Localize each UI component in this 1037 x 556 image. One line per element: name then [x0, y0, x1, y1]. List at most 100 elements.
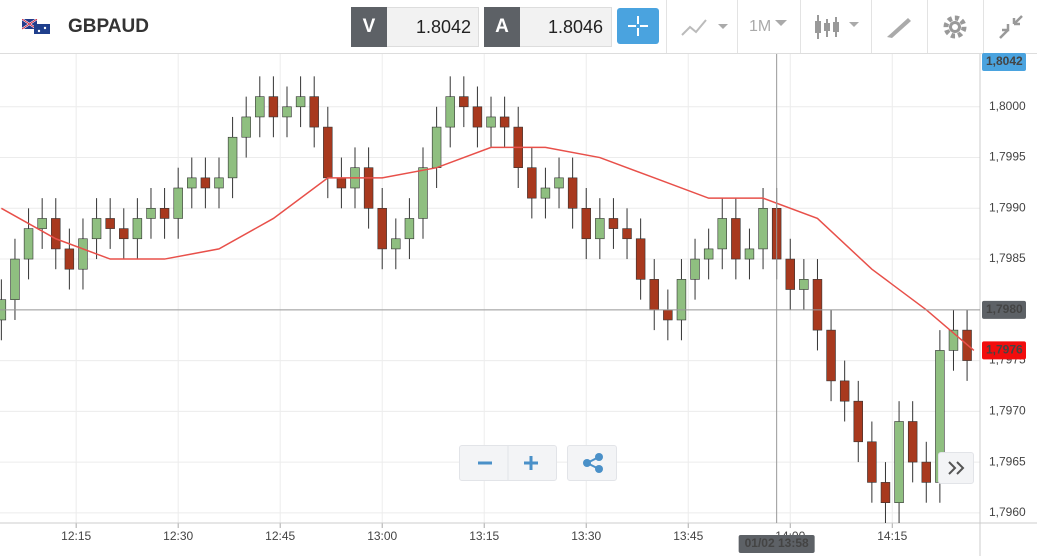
separator: [666, 0, 667, 53]
candle-body: [377, 208, 387, 250]
candle-body: [921, 461, 931, 483]
candle-body: [241, 116, 251, 138]
candle-body: [894, 421, 904, 503]
candle-body: [51, 218, 61, 250]
x-tick-label: 14:15: [877, 529, 907, 543]
candle-body: [146, 208, 156, 219]
separator: [800, 0, 801, 53]
y-tick-label: 1,7990: [989, 200, 1026, 214]
candle-body: [391, 238, 401, 250]
candle-body: [622, 228, 632, 240]
separator: [737, 0, 738, 53]
candle-body: [282, 106, 292, 118]
candle-body: [731, 218, 741, 260]
candle-body: [431, 126, 442, 168]
scroll-right-button[interactable]: [938, 452, 974, 484]
candle-body: [676, 279, 687, 321]
x-tick-label: 13:45: [673, 529, 703, 543]
candle-body: [295, 96, 306, 108]
candle-body: [187, 177, 197, 189]
candle-body: [703, 248, 714, 260]
candle-body: [159, 208, 170, 219]
bid-tag: [982, 53, 1026, 71]
candle-body: [649, 279, 659, 311]
candle-body: [812, 279, 823, 331]
candle-body: [499, 116, 510, 128]
candle-body: [799, 279, 809, 290]
candle-body: [608, 218, 619, 229]
candle-type-button[interactable]: [813, 13, 863, 41]
candle-body: [486, 116, 496, 128]
chart-type-button[interactable]: [680, 15, 730, 39]
y-tick-label: 1,7965: [989, 454, 1026, 468]
last-price-tag: [982, 341, 1026, 360]
candle-body: [867, 441, 877, 483]
dropdown-icon: [775, 20, 787, 26]
separator: [983, 0, 984, 53]
candle-body: [64, 248, 75, 270]
candle-body: [595, 218, 605, 240]
candle-body: [459, 96, 469, 108]
share-icon: [583, 453, 603, 473]
candle-body: [255, 96, 265, 118]
candle-body: [363, 167, 374, 209]
crosshair-x-tag: [738, 535, 815, 553]
candle-body: [214, 177, 224, 189]
bid-price: 1.8042: [416, 17, 472, 37]
candle-body: [948, 329, 959, 351]
collapse-button[interactable]: [998, 14, 1024, 40]
y-tick-label: 1,7970: [989, 404, 1026, 418]
candle-body: [758, 208, 768, 250]
flag-icon: [22, 19, 50, 34]
y-tick-label: 1,7985: [989, 251, 1026, 265]
candle-body: [10, 258, 20, 300]
toolbar: GBPAUD V 1.8042 A 1.8046 1M: [0, 0, 1037, 54]
zoom-icons: [478, 446, 538, 480]
x-tick-label: 13:00: [367, 529, 397, 543]
candle-body: [554, 177, 564, 189]
crosshair-button[interactable]: [617, 8, 659, 44]
separator: [871, 0, 872, 53]
candle-body: [785, 258, 795, 290]
candle-body: [132, 218, 143, 240]
share-button[interactable]: [567, 445, 617, 481]
candle-body: [663, 309, 673, 321]
bid-label: V: [351, 7, 387, 47]
candle-body: [690, 258, 700, 280]
candle-body: [567, 177, 578, 209]
candle-body: [336, 177, 347, 189]
candle-body: [119, 228, 129, 240]
last-price-label: 1,7976: [986, 343, 1023, 357]
candle-body: [635, 238, 646, 280]
candle-body: [853, 400, 863, 443]
symbol: GBPAUD: [68, 16, 149, 37]
separator: [927, 0, 928, 53]
candle-body: [880, 482, 891, 503]
candle-body: [105, 218, 115, 229]
crosshair-icon: [628, 16, 648, 36]
x-tick-label: 13:30: [571, 529, 601, 543]
candle-body: [826, 329, 836, 382]
candle-body: [91, 218, 102, 240]
draw-button[interactable]: [884, 14, 914, 40]
ask-label: A: [484, 7, 520, 47]
candle-body: [404, 218, 415, 240]
x-tick-label: 12:45: [265, 529, 295, 543]
candle-body: [309, 96, 319, 128]
ask-price: 1.8046: [548, 17, 604, 37]
candle-body: [23, 228, 34, 260]
crosshair-x-label: 01/02 13:58: [745, 536, 809, 550]
x-tick-label: 13:15: [469, 529, 499, 543]
candle-body: [78, 238, 88, 270]
candle-body: [744, 248, 755, 260]
candle-body: [37, 218, 47, 229]
timeframe[interactable]: 1M: [749, 18, 772, 35]
candle-body: [268, 96, 279, 118]
crosshair-y-label: 1,7980: [986, 302, 1023, 316]
candle-body: [527, 167, 537, 199]
candle-body: [445, 96, 455, 128]
y-tick-label: 1,8000: [989, 99, 1026, 113]
settings-button[interactable]: [942, 14, 968, 40]
